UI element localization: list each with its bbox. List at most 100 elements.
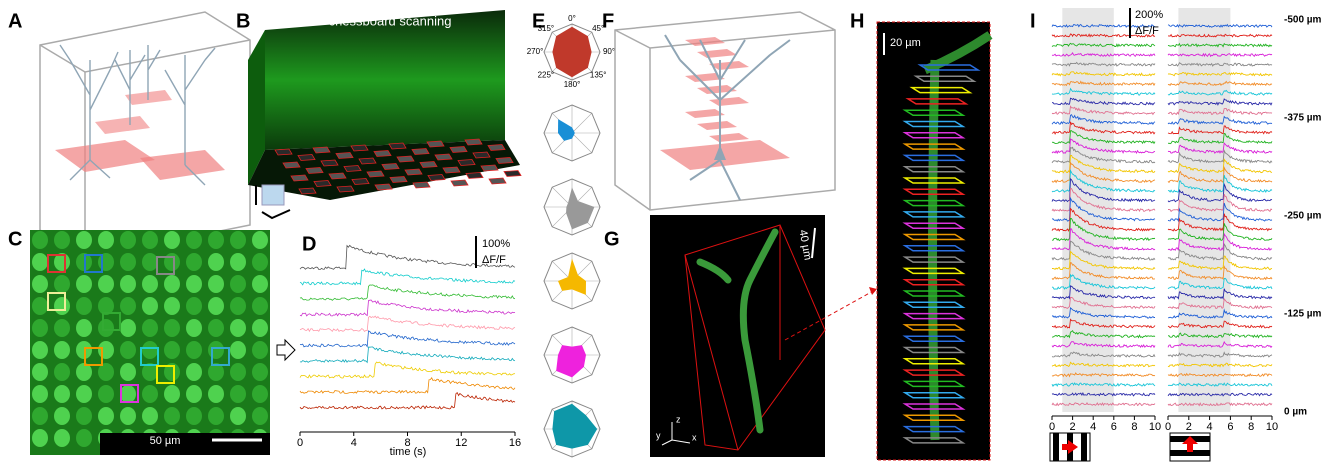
scan-tile xyxy=(412,149,429,155)
cell xyxy=(164,319,180,337)
cell xyxy=(54,363,70,381)
scan-tile xyxy=(405,169,422,175)
cell xyxy=(230,275,246,293)
x-tick-label: 8 xyxy=(1248,421,1254,433)
panel-a-box xyxy=(40,12,250,258)
cell xyxy=(164,253,180,271)
cell xyxy=(120,407,136,425)
scan-tile xyxy=(427,141,444,147)
radar-shape xyxy=(566,187,594,229)
cell xyxy=(98,319,114,337)
panel-label: A xyxy=(8,10,22,32)
scan-tile xyxy=(465,139,482,145)
cell xyxy=(98,385,114,403)
axis-label: y xyxy=(656,430,661,440)
cell xyxy=(230,363,246,381)
cell xyxy=(54,385,70,403)
x-tick-label: 8 xyxy=(1131,421,1137,433)
cell xyxy=(208,253,224,271)
x-tick-label: 16 xyxy=(509,437,521,449)
cell xyxy=(186,231,202,249)
slab xyxy=(697,121,737,130)
scan-tile xyxy=(375,184,392,190)
x-tick-label: 6 xyxy=(1111,421,1117,433)
cell xyxy=(252,363,268,381)
direction-label: 0° xyxy=(568,14,576,23)
scale-bar-bg xyxy=(100,433,270,455)
cell xyxy=(120,363,136,381)
cell xyxy=(76,231,92,249)
panel-label: E xyxy=(532,10,545,32)
panel-label: C xyxy=(8,228,22,250)
cell xyxy=(76,429,92,447)
scan-tile xyxy=(275,149,292,155)
scan-tile xyxy=(420,162,437,168)
cell xyxy=(142,385,158,403)
cell xyxy=(54,319,70,337)
scale-bar-label: 20 µm xyxy=(890,37,921,49)
cell xyxy=(54,231,70,249)
cell xyxy=(164,275,180,293)
cell xyxy=(252,341,268,359)
scan-tile xyxy=(450,147,467,153)
cell xyxy=(98,407,114,425)
scan-tile xyxy=(367,171,384,177)
cell xyxy=(186,385,202,403)
cell xyxy=(186,363,202,381)
cell xyxy=(120,385,136,403)
scan-tile xyxy=(283,162,300,168)
cell xyxy=(120,297,136,315)
cell xyxy=(32,231,48,249)
cell xyxy=(252,231,268,249)
cell xyxy=(32,341,48,359)
scan-tile xyxy=(298,155,315,161)
x-tick-label: 4 xyxy=(351,437,357,449)
cell xyxy=(208,297,224,315)
x-axis-label: time (s) xyxy=(390,446,427,458)
cell xyxy=(98,231,114,249)
cell xyxy=(32,297,48,315)
panel-f-box xyxy=(615,12,835,210)
annotation: chessboard scanning xyxy=(329,13,452,28)
cell xyxy=(230,297,246,315)
radar-shape xyxy=(556,345,586,377)
cell xyxy=(208,385,224,403)
direction-label: 270° xyxy=(527,47,544,56)
scan-tile xyxy=(336,153,353,159)
panel-label: F xyxy=(602,10,614,32)
scan-tile xyxy=(504,171,521,177)
y-tick-label: -125 µm xyxy=(1284,309,1322,320)
cell xyxy=(252,319,268,337)
scan-tile xyxy=(351,145,368,151)
scale-bar-unit: ΔF/F xyxy=(482,254,506,266)
panel-label: D xyxy=(302,233,316,255)
cell xyxy=(186,407,202,425)
scan-tile xyxy=(389,143,406,149)
cell xyxy=(120,275,136,293)
cell xyxy=(164,341,180,359)
cell xyxy=(32,275,48,293)
trace xyxy=(300,362,515,378)
cell xyxy=(54,275,70,293)
cell xyxy=(32,385,48,403)
cell xyxy=(230,385,246,403)
trace xyxy=(300,347,515,363)
scale-bar-unit: ΔF/F xyxy=(1135,25,1159,37)
x-tick-label: 2 xyxy=(1070,421,1076,433)
cell xyxy=(186,253,202,271)
x-tick-label: 0 xyxy=(1165,421,1171,433)
scan-tile xyxy=(329,173,346,179)
cell xyxy=(142,341,158,359)
cell xyxy=(142,231,158,249)
cell xyxy=(164,297,180,315)
cell xyxy=(142,407,158,425)
scan-tile xyxy=(489,178,506,184)
axis-label: z xyxy=(676,414,681,424)
cell xyxy=(76,407,92,425)
trace xyxy=(300,331,515,347)
cell xyxy=(32,253,48,271)
cell xyxy=(186,319,202,337)
x-tick-label: 4 xyxy=(1207,421,1213,433)
trace xyxy=(300,378,515,394)
scan-tile xyxy=(488,145,505,151)
